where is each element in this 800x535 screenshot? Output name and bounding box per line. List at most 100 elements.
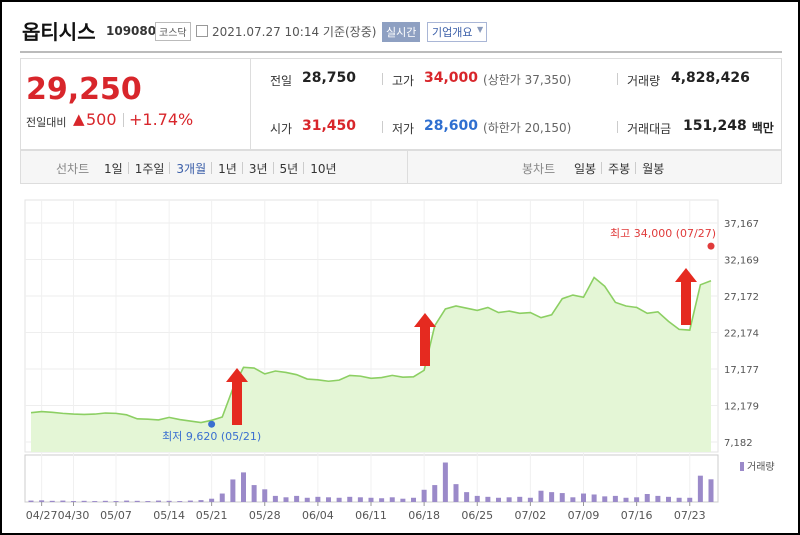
change-sep <box>123 113 124 127</box>
volume-bar <box>230 479 236 502</box>
legend-swatch <box>740 462 744 471</box>
calendar-icon <box>196 25 208 37</box>
volume-bar <box>570 497 576 502</box>
volume-bar <box>28 500 34 502</box>
volume-bar <box>177 501 183 502</box>
period-tab[interactable]: 1년 <box>218 162 237 176</box>
volume-bar <box>166 500 172 502</box>
info-sep <box>382 73 383 85</box>
extreme-marker <box>707 242 715 250</box>
candle-tab[interactable]: 월봉 <box>642 162 665 176</box>
volume-bar <box>517 496 523 502</box>
info-note: (하한가 20,150) <box>483 121 572 135</box>
info-sep <box>382 121 383 133</box>
y-tick-label: 17,177 <box>724 365 759 376</box>
volume-bar <box>81 500 87 502</box>
volume-bar <box>400 498 406 502</box>
tab-label: 선차트 <box>56 162 90 176</box>
period-tab[interactable]: 5년 <box>279 162 299 176</box>
info-value: 31,450 <box>302 118 357 134</box>
extreme-marker <box>208 420 216 428</box>
price: 29,250 <box>26 72 142 107</box>
period-tab[interactable]: 3개월 <box>176 162 207 176</box>
arrow <box>414 313 436 366</box>
y-tick-label: 12,179 <box>724 401 759 412</box>
tab-sep <box>635 162 637 174</box>
tab-sep <box>241 162 243 174</box>
info-label: 거래량 <box>627 74 661 88</box>
candle-tab[interactable]: 주봉 <box>608 162 631 176</box>
volume-bar <box>687 497 693 502</box>
tab-sep <box>127 162 129 174</box>
realtime-button[interactable]: 실시간 <box>382 22 421 42</box>
volume-bar <box>676 497 682 502</box>
x-tick-label: 05/14 <box>153 509 185 522</box>
info-box <box>20 58 782 150</box>
info-value: 34,000 <box>424 70 479 86</box>
info-note: 백만 <box>751 121 774 135</box>
arrow <box>226 368 248 425</box>
volume-bar <box>623 497 629 502</box>
volume-bar <box>421 489 427 502</box>
tab-bar <box>20 150 782 184</box>
legend-label: 거래량 <box>747 461 775 473</box>
volume-bar <box>92 501 98 502</box>
volume-bar <box>113 501 119 502</box>
info-divider <box>250 58 251 150</box>
tab-sep <box>601 162 603 174</box>
period-tab[interactable]: 10년 <box>310 162 337 176</box>
period-tab[interactable]: 3년 <box>248 162 268 176</box>
x-tick-label: 07/02 <box>515 509 547 522</box>
volume-bar <box>102 500 108 502</box>
info-note: (상한가 37,350) <box>483 73 572 87</box>
info-label: 시가 <box>270 122 293 136</box>
change-label: 전일대비 <box>26 116 67 129</box>
volume-bar <box>464 492 470 502</box>
x-tick-label: 07/09 <box>568 509 600 522</box>
volume-bar <box>124 500 130 502</box>
market-badge: 코스닥 <box>155 22 191 41</box>
volume-bar <box>432 485 438 502</box>
candle-tab[interactable]: 일봉 <box>574 162 597 176</box>
up-icon: ▲ <box>73 110 85 128</box>
volume-bar <box>411 497 416 502</box>
volume-bar <box>241 472 246 502</box>
tab-label: 봉차트 <box>522 162 556 176</box>
volume-bar <box>198 500 204 502</box>
volume-bar <box>219 493 225 502</box>
datetime: 2021.07.27 10:14 기준(장중) <box>212 25 377 39</box>
volume-bar <box>209 498 215 502</box>
volume-bar <box>559 493 565 502</box>
volume-bar <box>697 475 703 502</box>
volume-bar <box>251 485 257 502</box>
volume-bar <box>304 497 310 502</box>
y-tick-label: 27,172 <box>724 292 759 303</box>
volume-bar <box>156 500 161 502</box>
volume-bar <box>336 497 342 502</box>
info-value: 28,750 <box>302 70 357 86</box>
y-tick-label: 32,169 <box>724 255 759 266</box>
stock-name: 옵티시스 <box>22 20 96 44</box>
volume-bar <box>485 496 491 502</box>
volume-bar <box>379 498 385 502</box>
period-tab[interactable]: 1일 <box>104 162 123 176</box>
volume-bar <box>272 495 278 502</box>
tab-divider <box>407 150 408 184</box>
volume-bar <box>347 496 353 502</box>
tab-sep <box>169 162 171 174</box>
volume-bar <box>315 496 321 502</box>
change-pct: +1.74% <box>129 110 194 129</box>
dropdown-icon: ▼ <box>477 25 484 34</box>
tab-sep <box>272 162 274 174</box>
x-tick-label: 07/16 <box>621 509 653 522</box>
x-tick-label: 05/07 <box>100 509 132 522</box>
info-value: 151,248 <box>683 118 747 134</box>
chart: 7,182 12,179 17,177 22,174 27,172 32,169 37,16… <box>24 199 775 522</box>
x-tick-label: 05/21 <box>196 509 228 522</box>
company-button[interactable]: 기업개요 <box>427 22 488 42</box>
volume-bar <box>591 494 597 502</box>
period-tab[interactable]: 1주일 <box>134 162 165 176</box>
volume-bar <box>602 496 608 502</box>
x-tick-label: 06/04 <box>302 509 334 522</box>
